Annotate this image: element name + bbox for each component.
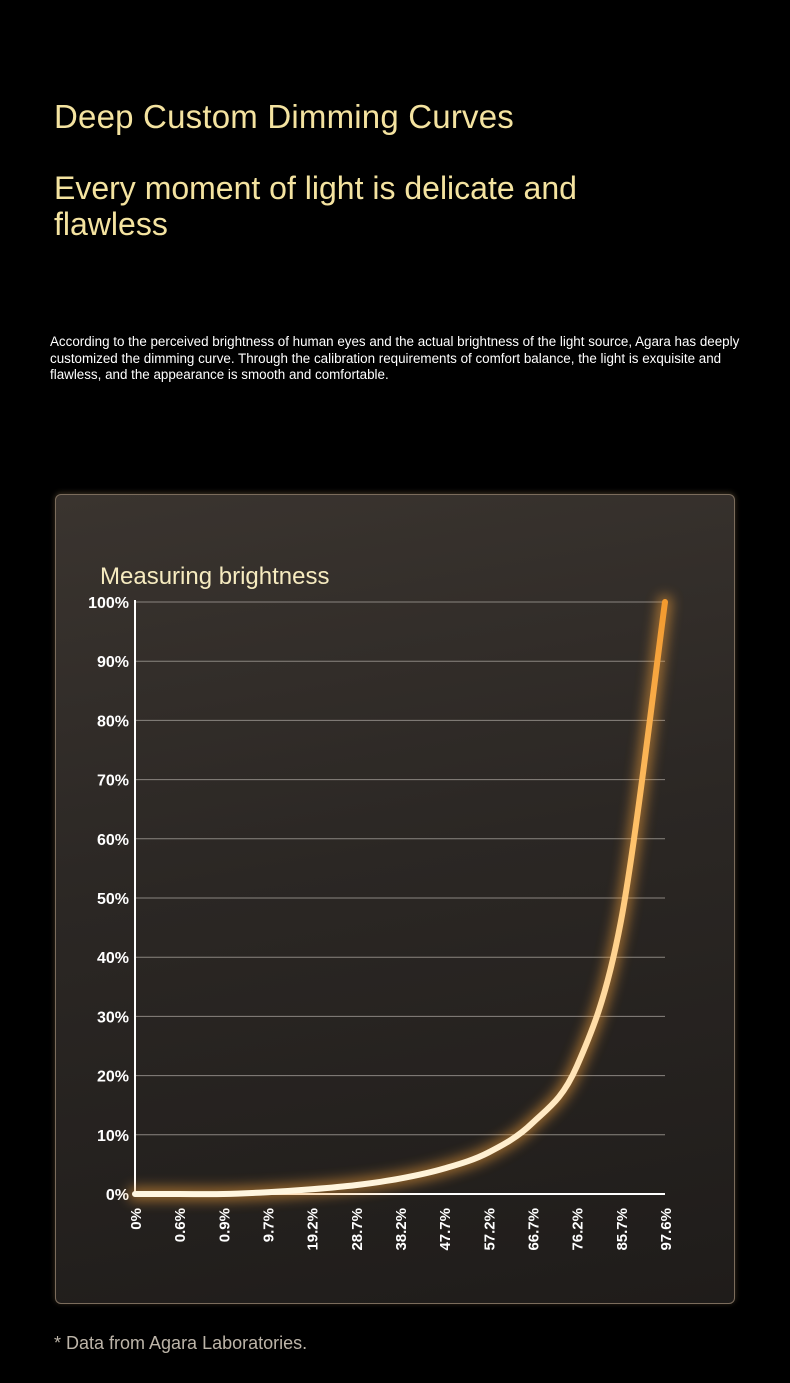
y-tick-label: 50% (97, 891, 129, 908)
data-source-footnote: * Data from Agara Laboratories. (54, 1333, 308, 1353)
x-tick-label: 97.6% (658, 1208, 675, 1251)
y-tick-label: 20% (97, 1069, 129, 1086)
y-tick-label: 80% (97, 713, 129, 730)
x-tick-label: 28.7% (349, 1208, 366, 1251)
y-tick-label: 100% (88, 595, 129, 612)
x-tick-label: 0.6% (172, 1208, 189, 1242)
y-tick-label: 0% (106, 1187, 129, 1204)
x-tick-label: 85.7% (614, 1208, 631, 1251)
y-tick-label: 40% (97, 950, 129, 967)
y-tick-label: 10% (97, 1128, 129, 1145)
x-tick-label: 76.2% (570, 1208, 587, 1251)
x-tick-label: 0% (128, 1208, 145, 1230)
series-line (132, 599, 668, 1198)
headline: Deep Custom Dimming Curves (54, 98, 514, 135)
brightness-chart: Measuring brightness 0% 10% 20% 30% 40% 50% 60… (88, 563, 675, 1251)
y-tick-label: 60% (97, 832, 129, 849)
x-tick-label: 38.2% (393, 1208, 410, 1251)
subheadline: Every moment of light is delicate and fl… (54, 170, 577, 242)
x-tick-label: 0.9% (216, 1208, 233, 1242)
chart-title: Measuring brightness (100, 563, 329, 590)
x-tick-label: 47.7% (437, 1208, 454, 1251)
x-tick-label: 9.7% (261, 1208, 278, 1242)
y-tick-label: 30% (97, 1009, 129, 1026)
x-tick-label: 57.2% (481, 1208, 498, 1251)
chart-panel: Measuring brightness 0% 10% 20% 30% 40% 50% 60… (55, 494, 735, 1304)
x-tick-label: 66.7% (526, 1208, 543, 1251)
y-tick-label: 70% (97, 773, 129, 790)
x-tick-label: 19.2% (305, 1208, 322, 1251)
y-tick-label: 90% (97, 654, 129, 671)
description-paragraph: According to the perceived brightness of… (50, 334, 740, 382)
